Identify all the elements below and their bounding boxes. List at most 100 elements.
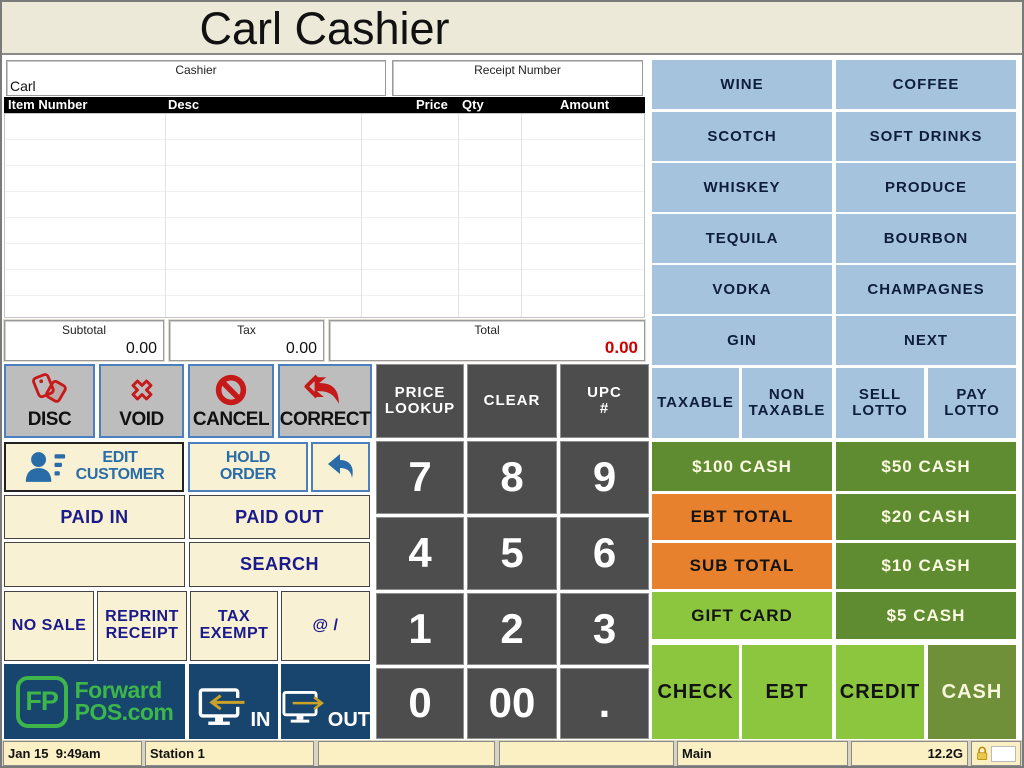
status-datetime: Jan 15 9:49am [3,741,142,766]
gift-card-button[interactable]: GIFT CARD [652,592,832,639]
cash-100-button[interactable]: $100 CASH [652,442,832,491]
numpad-key-0[interactable]: 0 [376,668,464,739]
table-column-separator [521,114,522,317]
items-table-body[interactable] [4,113,645,318]
cancel-button[interactable]: CANCEL [188,364,274,438]
cash-20-button[interactable]: $20 CASH [836,494,1016,540]
void-button[interactable]: VOID [99,364,184,438]
upc-label: UPC # [587,384,622,417]
sub-total-button[interactable]: SUB TOTAL [652,543,832,589]
cash-20-label: $20 CASH [881,507,971,527]
category-gin[interactable]: GIN [652,316,832,365]
taxable-label: TAXABLE [657,394,734,412]
credit-button[interactable]: CREDIT [836,645,924,739]
paid-in-label: PAID IN [60,506,129,527]
clear-button[interactable]: CLEAR [467,364,557,438]
ebt-label: EBT [765,680,809,703]
numpad-key-9[interactable]: 9 [560,441,649,514]
numpad-key-3[interactable]: 3 [560,593,649,665]
cash-50-button[interactable]: $50 CASH [836,442,1016,491]
numpad-key-7[interactable]: 7 [376,441,464,514]
ebt-total-button[interactable]: EBT TOTAL [652,494,832,540]
non-taxable-button[interactable]: NON TAXABLE [742,368,832,438]
tax-exempt-label: TAX EXEMPT [199,608,269,642]
gift-card-label: GIFT CARD [691,605,793,625]
ebt-button[interactable]: EBT [742,645,832,739]
at-slash-label: @ / [312,616,339,634]
category-scotch[interactable]: SCOTCH [652,112,832,161]
pay-lotto-label: PAY LOTTO [944,386,1000,419]
hold-order-button[interactable]: HOLD ORDER [188,442,308,492]
numpad-key-1[interactable]: 1 [376,593,464,665]
status-mode: Main [677,741,848,766]
category-whiskey[interactable]: WHISKEY [652,163,832,212]
category-label: NEXT [903,331,948,349]
blank-button[interactable] [4,542,185,587]
numpad-key-2[interactable]: 2 [467,593,557,665]
check-button[interactable]: CHECK [652,645,739,739]
key-label: 4 [408,529,432,577]
brand-line2: POS.com [74,698,174,725]
pay-lotto-button[interactable]: PAY LOTTO [928,368,1016,438]
category-tequila[interactable]: TEQUILA [652,214,832,263]
cash-5-button[interactable]: $5 CASH [836,592,1016,639]
correct-button[interactable]: CORRECT [278,364,372,438]
disc-button[interactable]: DISC [4,364,95,438]
numpad-key-5[interactable]: 5 [467,517,557,590]
at-slash-button[interactable]: @ / [281,591,370,661]
category-coffee[interactable]: COFFEE [836,60,1016,109]
category-bourbon[interactable]: BOURBON [836,214,1016,263]
cash-10-button[interactable]: $10 CASH [836,543,1016,589]
numpad-key-8[interactable]: 8 [467,441,557,514]
key-label: 1 [408,604,432,652]
search-button[interactable]: SEARCH [189,542,370,587]
no-sale-button[interactable]: NO SALE [4,591,94,661]
status-lock-cell[interactable] [971,741,1021,766]
forwardpos-logo[interactable]: FP Forward POS.com [4,664,185,739]
credit-label: CREDIT [839,680,921,703]
clock-in-button[interactable]: IN [189,664,278,739]
status-storage: 12.2G [851,741,968,766]
cash-button[interactable]: CASH [928,645,1016,739]
key-label: 5 [500,529,524,577]
edit-customer-button[interactable]: EDIT CUSTOMER [4,442,184,492]
correct-button-label: CORRECT [279,409,371,431]
category-label: PRODUCE [884,178,967,196]
reprint-receipt-label: REPRINT RECEIPT [105,608,179,642]
status-lock-box [991,745,1016,762]
numpad-key-6[interactable]: 6 [560,517,649,590]
reprint-receipt-button[interactable]: REPRINT RECEIPT [97,591,187,661]
paid-in-button[interactable]: PAID IN [4,495,185,539]
price-lookup-label: PRICE LOOKUP [384,384,456,417]
cashier-field-label: Cashier [175,63,217,77]
tax-exempt-button[interactable]: TAX EXEMPT [190,591,278,661]
category-label: SCOTCH [707,127,777,145]
total-box: Total 0.00 [329,320,645,361]
paid-out-button[interactable]: PAID OUT [189,495,370,539]
category-champagnes[interactable]: CHAMPAGNES [836,265,1016,314]
category-label: CHAMPAGNES [867,280,985,298]
category-soft-drinks[interactable]: SOFT DRINKS [836,112,1016,161]
price-lookup-button[interactable]: PRICE LOOKUP [376,364,464,438]
receipt-number-field[interactable]: Receipt Number [392,60,643,96]
cashier-field[interactable]: Cashier Carl [6,60,386,96]
cash-50-label: $50 CASH [881,456,971,476]
back-button[interactable] [311,442,370,492]
category-next-button[interactable]: NEXT [836,316,1016,365]
brand-line1: Forward [74,676,163,703]
clock-out-button[interactable]: OUT [281,664,370,739]
sell-lotto-button[interactable]: SELL LOTTO [836,368,924,438]
sub-total-label: SUB TOTAL [689,556,795,576]
category-produce[interactable]: PRODUCE [836,163,1016,212]
column-header-desc: Desc [168,97,200,112]
numpad-key-4[interactable]: 4 [376,517,464,590]
category-wine[interactable]: WINE [652,60,832,109]
numpad-key-decimal[interactable]: . [560,668,649,739]
taxable-button[interactable]: TAXABLE [652,368,739,438]
numpad-key-00[interactable]: 00 [467,668,557,739]
category-vodka[interactable]: VODKA [652,265,832,314]
status-bar: Jan 15 9:49am Station 1 Main 12.2G [2,740,1022,766]
hold-order-label: HOLD ORDER [219,449,277,483]
tax-label: Tax [237,323,256,337]
upc-button[interactable]: UPC # [560,364,649,438]
